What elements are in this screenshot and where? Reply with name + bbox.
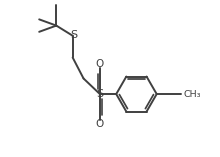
- Text: S: S: [96, 89, 103, 99]
- Text: CH₃: CH₃: [184, 89, 201, 99]
- Text: S: S: [70, 30, 77, 40]
- Text: O: O: [96, 119, 104, 129]
- Text: O: O: [96, 59, 104, 69]
